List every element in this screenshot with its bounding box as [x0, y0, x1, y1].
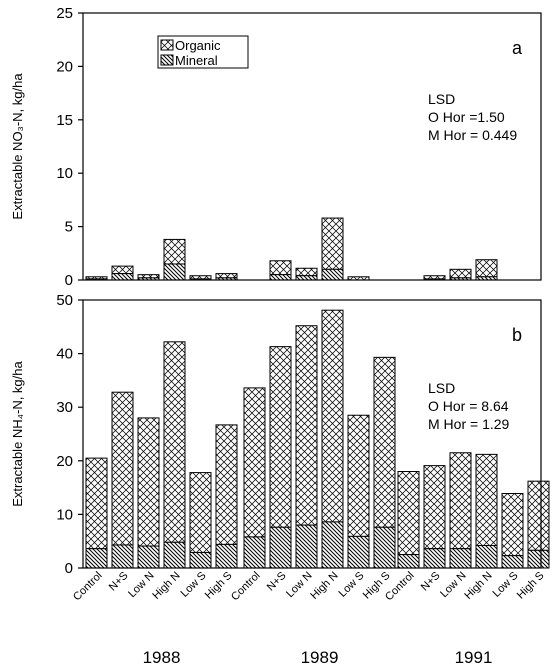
year-label: 1989: [301, 648, 339, 667]
year-label: 1991: [455, 648, 493, 667]
bar-organic: [215, 273, 238, 279]
bar-organic: [85, 457, 108, 550]
x-tick-label: Control: [71, 570, 105, 604]
bar-mineral: [501, 555, 524, 569]
lsd-annotation: LSD: [428, 91, 455, 107]
bar-organic: [527, 480, 550, 551]
lsd-annotation: O Hor = 8.64: [428, 398, 509, 414]
panel-b: 0 10 20 30 40 50 Extractable NH₄-N, kg/ha b LSD O…: [10, 292, 550, 667]
year-label: 1988: [143, 648, 181, 667]
bar-organic: [243, 387, 266, 538]
lsd-annotation: LSD: [428, 380, 455, 396]
legend-label-organic: Organic: [175, 38, 221, 53]
bar-mineral: [85, 548, 108, 569]
bar-mineral: [423, 548, 446, 569]
bar-organic: [475, 259, 498, 278]
y-tick-label: 5: [65, 219, 73, 236]
panel-label: b: [512, 325, 522, 345]
lsd-annotation: M Hor = 0.449: [428, 127, 517, 143]
y-tick-label: 50: [56, 292, 73, 309]
bar-mineral: [189, 551, 212, 569]
bar-mineral: [373, 526, 396, 569]
plot-frame: [82, 299, 542, 569]
bar-mineral: [475, 544, 498, 569]
y-tick-label: 10: [56, 506, 73, 523]
bar-organic: [501, 492, 524, 557]
x-tick-label: High N: [308, 570, 340, 602]
bar-organic: [189, 472, 212, 553]
bar-organic: [163, 341, 186, 543]
panel-label: a: [512, 38, 523, 58]
y-tick-label: 20: [56, 58, 73, 75]
bar-organic: [449, 268, 472, 279]
x-tick-label: Control: [229, 570, 263, 604]
bar-mineral: [449, 548, 472, 569]
bar-organic: [347, 414, 370, 537]
bar-organic: [449, 452, 472, 550]
bar-organic: [295, 325, 318, 526]
bar-organic: [269, 260, 292, 276]
bar-mineral: [243, 536, 266, 569]
bar-mineral: [347, 535, 370, 569]
bar-mineral: [397, 554, 420, 569]
y-tick-label: 0: [65, 560, 73, 577]
bar-organic: [137, 417, 160, 547]
bar-organic: [295, 267, 318, 277]
plot-frame: [82, 12, 542, 281]
bar-organic: [111, 391, 134, 546]
x-tick-label: High N: [150, 570, 182, 602]
bar-mineral: [111, 544, 134, 569]
y-tick-label: 40: [56, 346, 73, 363]
x-tick-label: High S: [515, 570, 547, 602]
legend-swatch-organic: [160, 39, 174, 51]
y-axis-label: Extractable NO₃-N, kg/ha: [10, 73, 25, 220]
bar-organic: [321, 217, 344, 270]
bar-organic: [111, 265, 134, 275]
bar-mineral: [321, 268, 344, 281]
x-tick-label: High N: [462, 570, 494, 602]
lsd-annotation: M Hor = 1.29: [428, 416, 510, 432]
bar-organic: [397, 471, 420, 556]
y-tick-label: 20: [56, 453, 73, 470]
bar-organic: [269, 346, 292, 528]
bar-mineral: [215, 543, 238, 569]
bar-organic: [163, 238, 186, 265]
panel-a: 0 5 10 15 20 25 Extractable NO₃-N, kg/ha a LSD O …: [10, 5, 542, 289]
bar-mineral: [163, 263, 186, 281]
bar-organic: [423, 465, 446, 550]
bar-organic: [475, 453, 498, 546]
bar-mineral: [321, 521, 344, 569]
y-axis-label: Extractable NH₄-N, kg/ha: [10, 361, 25, 507]
bar-organic: [215, 424, 238, 545]
bar-organic: [321, 309, 344, 523]
bar-mineral: [269, 274, 292, 281]
y-tick-label: 25: [56, 5, 73, 22]
legend-label-mineral: Mineral: [175, 53, 218, 68]
y-tick-label: 30: [56, 399, 73, 416]
bar-mineral: [269, 526, 292, 569]
bar-mineral: [137, 545, 160, 569]
legend-swatch-mineral: [160, 54, 174, 66]
bar-mineral: [111, 273, 134, 281]
bar-mineral: [295, 524, 318, 569]
bar-mineral: [527, 549, 550, 569]
bar-mineral: [295, 275, 318, 281]
bar-organic: [373, 356, 396, 528]
y-tick-label: 0: [65, 272, 73, 289]
bar-mineral: [163, 541, 186, 569]
y-tick-label: 10: [56, 165, 73, 182]
lsd-annotation: O Hor =1.50: [428, 109, 505, 125]
y-tick-label: 15: [56, 112, 73, 129]
